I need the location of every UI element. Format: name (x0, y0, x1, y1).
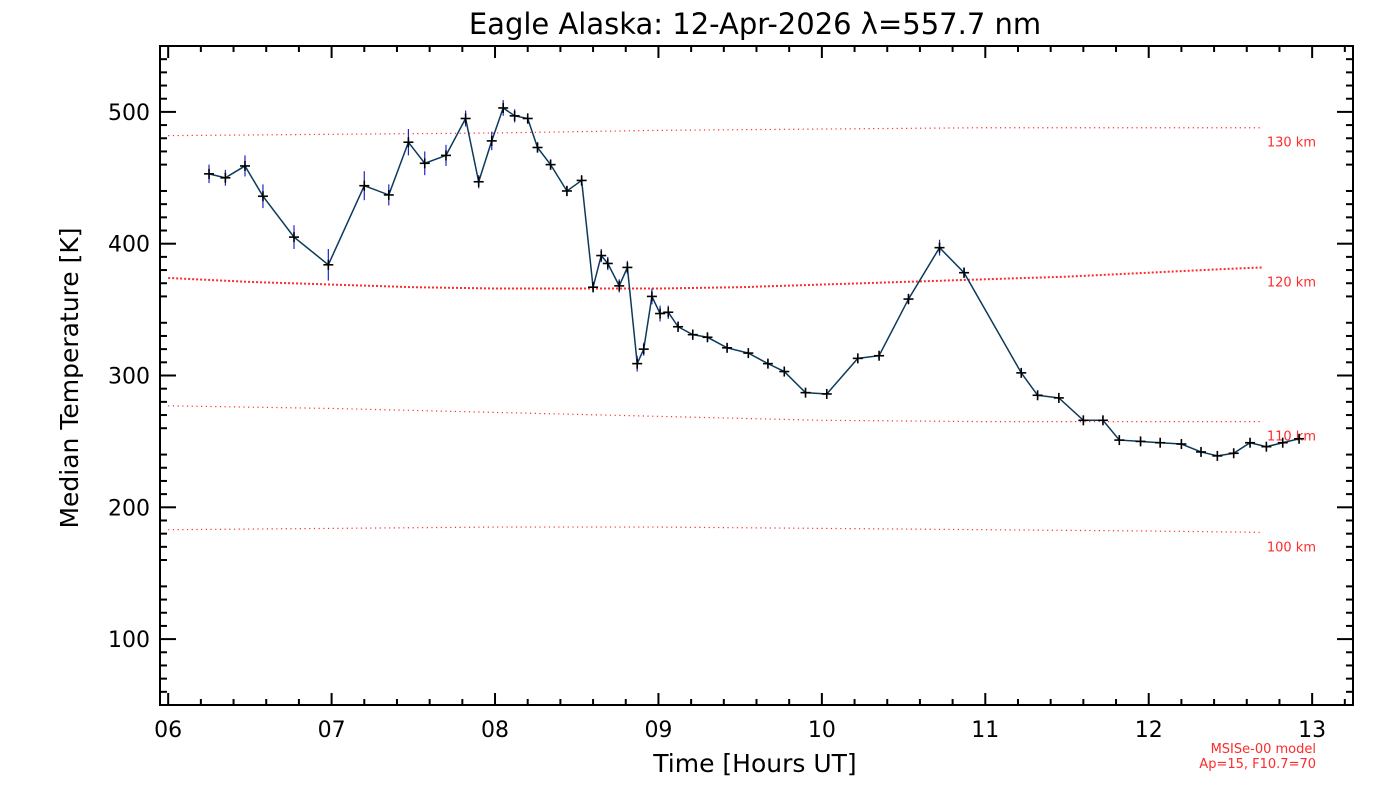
data-point (1196, 446, 1207, 457)
data-point (1032, 390, 1043, 401)
data-point (702, 332, 713, 343)
data-point (509, 110, 520, 121)
data-point (852, 353, 863, 364)
data-point (473, 176, 484, 187)
data-point (959, 267, 970, 278)
data-point (419, 158, 430, 169)
data-point (1114, 435, 1125, 446)
y-tick-label: 200 (108, 496, 150, 521)
y-tick-label: 300 (108, 365, 150, 390)
reference-labels: 130 km 120 km 110 km 100 km (1267, 136, 1316, 556)
data-point (903, 294, 914, 305)
data-point (522, 113, 533, 124)
data-point (561, 185, 572, 196)
reference-line-110-km (168, 405, 1264, 423)
data-point (743, 348, 754, 359)
data-point (874, 350, 885, 361)
data-point (576, 175, 587, 186)
reference-label: 110 km (1267, 430, 1316, 445)
x-tick-label: 09 (644, 718, 672, 743)
x-axis-label: Time [Hours UT] (652, 749, 856, 778)
reference-label: 100 km (1267, 540, 1316, 555)
data-point (934, 242, 945, 253)
x-tick-label: 07 (318, 718, 346, 743)
data-point (614, 280, 625, 291)
data-point (1135, 436, 1146, 447)
x-tick-label: 08 (481, 718, 509, 743)
x-tick-label: 13 (1298, 718, 1326, 743)
data-point (289, 232, 300, 243)
data-point (1097, 415, 1108, 426)
data-point (403, 137, 414, 148)
axis-ticks (160, 46, 1353, 705)
data-point (687, 329, 698, 340)
x-tick-label: 11 (971, 718, 999, 743)
reference-line-120-km (168, 266, 1264, 290)
model-parameters-annotation: Ap=15, F10.7=70 (1199, 757, 1316, 772)
data-point (532, 142, 543, 153)
data-point (1294, 433, 1305, 444)
data-point (632, 358, 643, 369)
data-point (1228, 448, 1239, 459)
reference-lines (168, 127, 1264, 533)
data-point (673, 321, 684, 332)
data-point (498, 102, 509, 113)
data-point (800, 387, 811, 398)
data-point (1261, 441, 1272, 452)
data-point (440, 150, 451, 161)
x-tick-label: 12 (1135, 718, 1163, 743)
y-tick-label: 400 (108, 233, 150, 258)
data-point (1155, 437, 1166, 448)
data-point (1176, 439, 1187, 450)
axis-tick-labels: 06 07 08 09 10 11 12 13 100 200 300 400 500 (108, 101, 1326, 743)
data-point (602, 258, 613, 269)
data-point (486, 135, 497, 146)
x-tick-label: 10 (808, 718, 836, 743)
data-point (359, 180, 370, 191)
y-axis-label: Median Temperature [K] (55, 227, 84, 528)
data-point (323, 259, 334, 270)
data-point (257, 191, 268, 202)
data-point (1212, 450, 1223, 461)
data-point (646, 291, 657, 302)
data-point (663, 307, 674, 318)
model-annotation: MSISe-00 model (1211, 742, 1316, 757)
data-point (762, 358, 773, 369)
series-layer (204, 100, 1305, 461)
plot-frame (159, 45, 1354, 706)
data-point (383, 189, 394, 200)
reference-line-130-km (168, 127, 1264, 137)
data-point (779, 366, 790, 377)
data-point (588, 282, 599, 293)
reference-line-100-km (168, 526, 1264, 533)
data-point (1053, 392, 1064, 403)
data-point (638, 344, 649, 355)
data-point (545, 159, 556, 170)
data-point (1016, 367, 1027, 378)
data-point (220, 172, 231, 183)
data-point (1078, 415, 1089, 426)
data-point (596, 250, 607, 261)
reference-label: 130 km (1267, 136, 1316, 151)
data-point (622, 262, 633, 273)
y-tick-label: 500 (108, 101, 150, 126)
series-line (208, 106, 1300, 457)
data-point (655, 308, 666, 319)
data-point (239, 160, 250, 171)
data-point (722, 342, 733, 353)
y-tick-label: 100 (108, 628, 150, 653)
data-point (821, 388, 832, 399)
data-point (1277, 437, 1288, 448)
x-tick-label: 06 (154, 718, 182, 743)
data-point (204, 168, 215, 179)
data-point (460, 113, 471, 124)
reference-label: 120 km (1267, 275, 1316, 290)
data-point (1245, 437, 1256, 448)
chart-title: Eagle Alaska: 12-Apr-2026 λ=557.7 nm (469, 7, 1041, 41)
